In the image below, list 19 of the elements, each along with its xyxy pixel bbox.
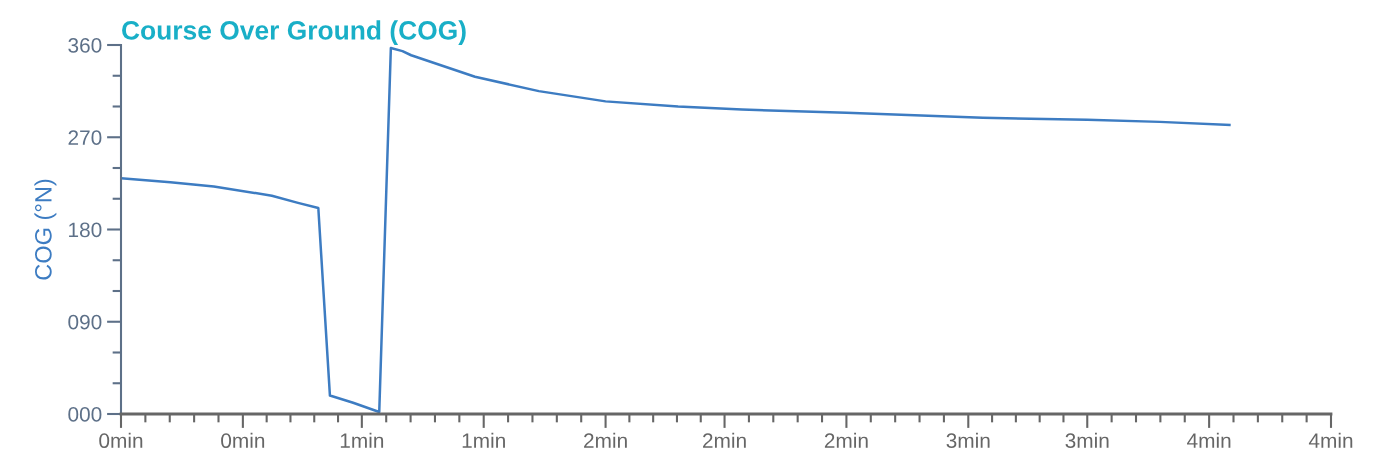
y-axis-title: COG (°N) [34, 179, 57, 280]
y-tick-label: 000 [68, 407, 102, 422]
x-tick-label: 1min [462, 432, 505, 448]
y-tick-label: 180 [69, 222, 102, 238]
x-tick-label: 4min [1187, 432, 1231, 448]
y-tick-label: 360 [68, 38, 102, 53]
x-tick-label: 3min [1065, 432, 1109, 449]
chart-title: Course Over Ground (COG) [122, 20, 466, 45]
x-tick-label: 3min [946, 432, 990, 449]
x-tick-label: 2min [703, 432, 746, 448]
x-tick-label: 2min [584, 432, 627, 448]
x-tick-label: 1min [340, 432, 384, 448]
line-series [121, 46, 1231, 414]
x-tick-label: 4min [1308, 432, 1353, 448]
x-tick-label: 0min [221, 432, 265, 449]
y-tick-label: 090 [68, 314, 102, 330]
x-tick-label: 0min [99, 432, 143, 449]
y-tick-label: 270 [68, 130, 102, 145]
x-tick-label: 2min [824, 432, 868, 448]
